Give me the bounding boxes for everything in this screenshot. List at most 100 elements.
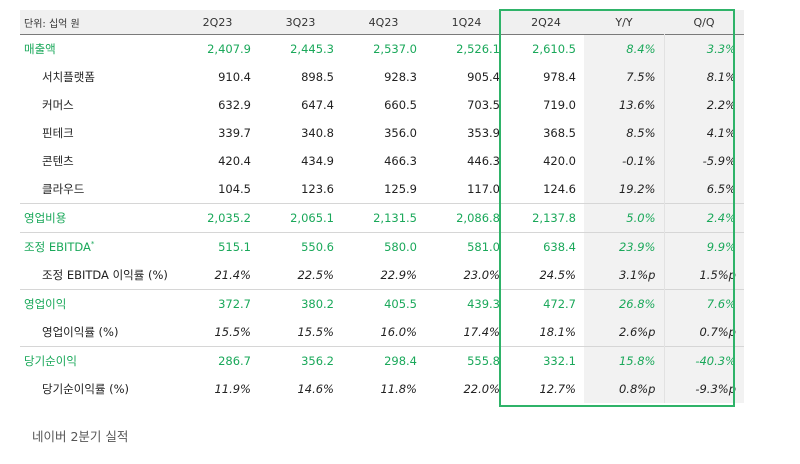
- caption: 네이버 2분기 실적: [32, 429, 129, 444]
- table-cell: 2,131.5: [342, 203, 425, 233]
- table-cell: 6.5%: [663, 175, 744, 204]
- table-row: 커머스 632.9 647.4 660.5 703.5 719.0 13.6% 2.2%: [20, 91, 744, 119]
- table-cell: 581.0: [425, 232, 508, 261]
- table-cell: 23.0%: [463, 268, 500, 282]
- table-cell: 466.3: [384, 154, 417, 168]
- table-cell: 420.4: [218, 154, 251, 168]
- table-row: 영업이익 372.7 380.2 405.5 439.3 472.7 26.8% 7.6%: [20, 289, 744, 318]
- table-cell: 1.5%p: [663, 261, 744, 290]
- table-row: 핀테크 339.7 340.8 356.0 353.9 368.5 8.5% 4.1%: [20, 119, 744, 147]
- col-header-4q23: 4Q23: [342, 10, 425, 35]
- table-cell: 8.1%: [663, 63, 744, 91]
- table-row: 콘텐츠 420.4 434.9 466.3 446.3 420.0 -0.1% -5.9%: [20, 147, 744, 175]
- row-label-text: 당기순이익률 (%): [42, 382, 130, 396]
- table-cell: 719.0: [543, 98, 576, 112]
- table-row: 매출액 2,407.9 2,445.3 2,537.0 2,526.1 2,610.5 8.…: [20, 34, 744, 64]
- row-label-text: 영업이익: [24, 297, 67, 311]
- table-cell: 580.0: [342, 232, 425, 261]
- table-cell: 0.7%p: [663, 318, 744, 347]
- row-label-text: 서치플랫폼: [42, 70, 95, 84]
- row-label: 영업이익: [20, 289, 176, 318]
- table-row: 조정 EBITDA 이익률 (%) 21.4% 22.5% 22.9% 23.0% 24.…: [20, 261, 744, 290]
- table-cell: 7.6%: [663, 289, 744, 318]
- table-cell: 298.4: [342, 346, 425, 375]
- table-cell: 340.8: [301, 126, 334, 140]
- table-cell: 22.0%: [463, 382, 500, 396]
- row-label: 매출액: [20, 35, 176, 64]
- table-cell: 380.2: [259, 289, 342, 318]
- table-cell: 555.8: [425, 346, 508, 375]
- table-cell: 439.3: [425, 289, 508, 318]
- table-cell: 19.2%: [584, 175, 664, 204]
- table-cell: 24.5%: [539, 268, 576, 282]
- table-cell: 472.7: [508, 289, 584, 318]
- table-cell: 124.6: [543, 182, 576, 196]
- table-cell: 703.5: [467, 98, 500, 112]
- table-cell: 2.4%: [663, 203, 744, 233]
- table-cell: -9.3%p: [663, 375, 744, 403]
- row-label-text: 매출액: [24, 42, 56, 56]
- table-cell: 2,610.5: [532, 42, 576, 56]
- table-cell: 13.6%: [584, 91, 664, 119]
- table-cell: 2,407.9: [207, 42, 251, 56]
- row-label: 당기순이익률 (%): [20, 375, 176, 403]
- table-cell: 15.8%: [584, 346, 664, 375]
- table-cell: 117.0: [467, 182, 500, 196]
- row-label: 서치플랫폼: [20, 63, 176, 91]
- row-label-text: 조정 EBITDA: [24, 240, 91, 254]
- table-cell: 3.3%: [663, 34, 744, 63]
- table-cell: 3.1%p: [584, 261, 664, 290]
- col-header-2q24: 2Q24: [508, 10, 584, 35]
- table-row: 조정 EBITDA* 515.1 550.6 580.0 581.0 638.4 23.9%…: [20, 232, 744, 261]
- table-cell: 356.0: [384, 126, 417, 140]
- table-cell: -40.3%: [663, 346, 744, 375]
- table-cell: 123.6: [301, 182, 334, 196]
- col-header-qq: Q/Q: [664, 10, 744, 35]
- table-cell: 9.9%: [663, 232, 744, 261]
- table-row: 영업이익률 (%) 15.5% 15.5% 16.0% 17.4% 18.1% 2.6%p 0…: [20, 318, 744, 347]
- table-cell: 420.0: [543, 154, 576, 168]
- row-label: 당기순이익: [20, 346, 176, 375]
- col-header-1q24: 1Q24: [425, 10, 508, 35]
- table-cell: 22.9%: [380, 268, 417, 282]
- table-cell: 2,065.1: [259, 203, 342, 233]
- table-header-row: 단위: 십억 원 2Q23 3Q23 4Q23 1Q24 2Q24 Y/Y Q/…: [20, 10, 744, 35]
- col-header-yy: Y/Y: [584, 10, 664, 35]
- row-label-text: 영업비용: [24, 211, 67, 225]
- table-cell: 978.4: [543, 70, 576, 84]
- table-cell: 18.1%: [539, 325, 576, 339]
- row-label-text: 영업이익률 (%): [42, 325, 119, 339]
- table-cell: 21.4%: [214, 268, 251, 282]
- table-body: 매출액 2,407.9 2,445.3 2,537.0 2,526.1 2,610.5 8.…: [20, 34, 744, 403]
- row-label-text: 조정 EBITDA 이익률 (%): [42, 268, 168, 282]
- table-cell: 434.9: [301, 154, 334, 168]
- table-cell: 405.5: [342, 289, 425, 318]
- table-cell: 368.5: [543, 126, 576, 140]
- col-header-3q23: 3Q23: [259, 10, 342, 35]
- table-cell: 905.4: [467, 70, 500, 84]
- table-cell: 17.4%: [463, 325, 500, 339]
- table-cell: 16.0%: [380, 325, 417, 339]
- unit-label: 단위: 십억 원: [20, 10, 176, 35]
- table-cell: 332.1: [508, 346, 584, 375]
- footnote-marker: *: [90, 240, 95, 249]
- table-cell: 11.8%: [380, 382, 417, 396]
- table-cell: 928.3: [384, 70, 417, 84]
- table-cell: -5.9%: [663, 147, 744, 175]
- earnings-table: 단위: 십억 원 2Q23 3Q23 4Q23 1Q24 2Q24 Y/Y Q/…: [20, 10, 744, 403]
- table-cell: -0.1%: [584, 147, 664, 175]
- table-cell: 647.4: [301, 98, 334, 112]
- row-label: 커머스: [20, 91, 176, 119]
- table-cell: 2.6%p: [584, 318, 664, 347]
- table-cell: 2,137.8: [508, 203, 584, 233]
- row-label: 조정 EBITDA 이익률 (%): [20, 261, 176, 290]
- table-cell: 550.6: [259, 232, 342, 261]
- row-label: 조정 EBITDA*: [20, 232, 176, 261]
- table-cell: 11.9%: [214, 382, 251, 396]
- table-cell: 910.4: [218, 70, 251, 84]
- table-cell: 125.9: [384, 182, 417, 196]
- table-cell: 353.9: [467, 126, 500, 140]
- table-cell: 23.9%: [584, 232, 664, 261]
- table-cell: 5.0%: [584, 203, 664, 233]
- row-label: 콘텐츠: [20, 147, 176, 175]
